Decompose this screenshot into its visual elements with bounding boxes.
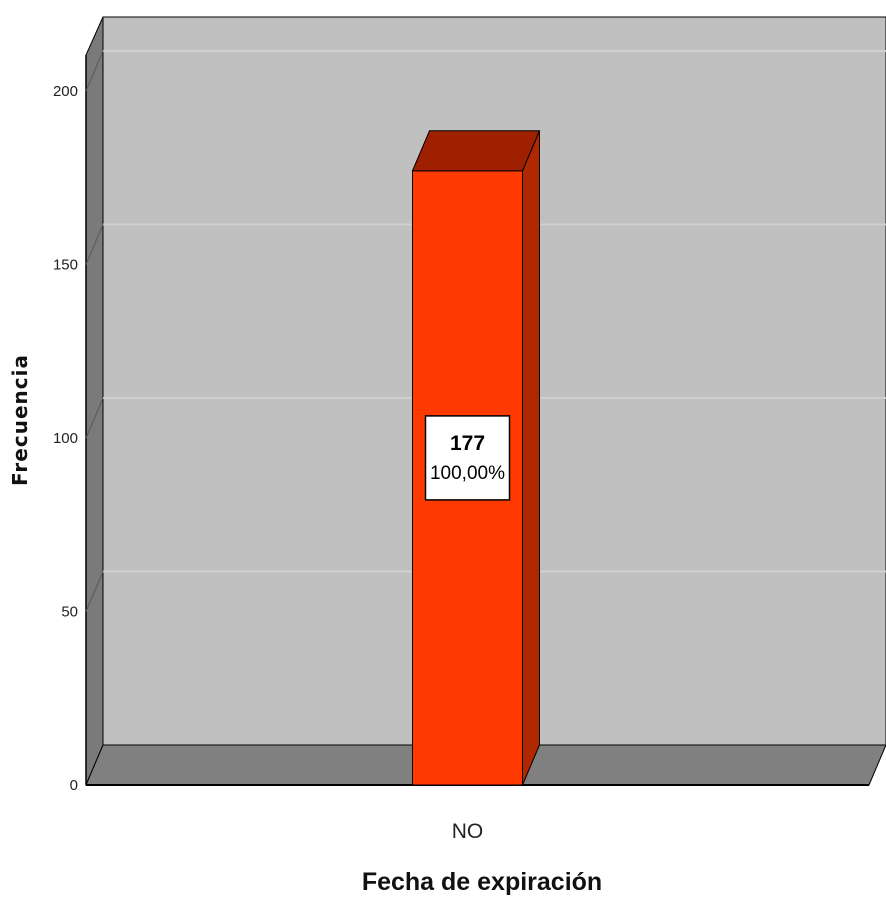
data-label-box xyxy=(424,415,511,501)
y-tick-label: 0 xyxy=(70,777,78,794)
gridline-side xyxy=(85,50,104,92)
y-tick-label: 50 xyxy=(61,604,78,621)
gridline-side xyxy=(85,397,104,439)
y-tick-label: 100 xyxy=(53,430,78,447)
bar-top xyxy=(411,130,541,172)
data-label-count: 177 xyxy=(450,432,485,455)
y-axis-title: Frecuencia xyxy=(8,354,32,486)
x-tick-label: NO xyxy=(452,820,484,843)
gridline-side xyxy=(85,571,104,612)
y-tick-label: 150 xyxy=(53,257,78,274)
y-tick-label: 200 xyxy=(53,83,78,100)
bar-side xyxy=(522,130,540,786)
data-label-percent: 100,00% xyxy=(430,463,505,484)
gridline-side xyxy=(85,224,104,265)
y-axis-ticks: 0 50 100 150 200 xyxy=(53,83,78,794)
x-axis-categories: NO xyxy=(452,820,484,843)
data-labels: 177 100,00% xyxy=(424,415,511,501)
x-axis-title: Fecha de expiración xyxy=(362,868,602,896)
chart-side-wall xyxy=(85,16,104,786)
